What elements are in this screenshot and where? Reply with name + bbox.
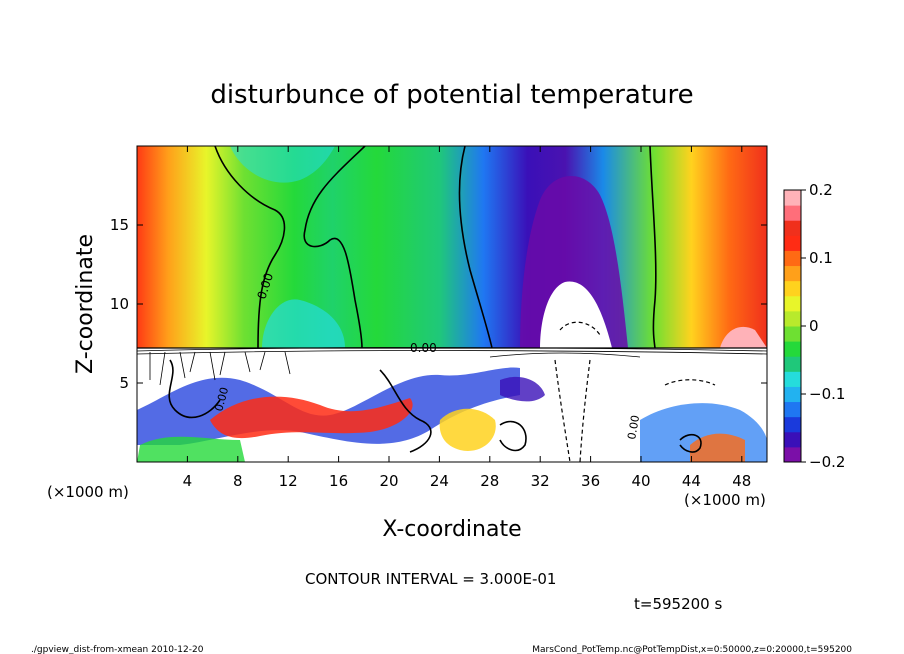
colorbar-segment bbox=[784, 280, 801, 297]
colorbar-tick-label: 0.1 bbox=[809, 249, 833, 267]
lower-green-band bbox=[137, 436, 245, 462]
colorbar-segment bbox=[784, 295, 801, 312]
footer-left: ./gpview_dist-from-xmean 2010-12-20 bbox=[31, 645, 204, 654]
x-tick-label: 48 bbox=[732, 472, 751, 490]
x-tick-label: 40 bbox=[631, 472, 650, 490]
colorbar-segment bbox=[784, 416, 801, 433]
z-unit-label: (×1000 m) bbox=[47, 483, 129, 501]
field-upper bbox=[137, 146, 767, 348]
colorbar-tick-label: 0.2 bbox=[809, 181, 833, 199]
z-axis-label: Z-coordinate bbox=[73, 234, 98, 374]
colorbar-segment bbox=[784, 250, 801, 267]
colorbar-segment bbox=[784, 401, 801, 418]
colorbar bbox=[783, 189, 802, 463]
x-tick-label: 44 bbox=[682, 472, 701, 490]
colorbar-segment bbox=[784, 265, 801, 282]
x-tick-label: 16 bbox=[329, 472, 348, 490]
colorbar-segment bbox=[784, 341, 801, 357]
colorbar-segment bbox=[784, 446, 801, 463]
plot-area: 0.00 0.00 0.00 0.00 bbox=[137, 146, 767, 462]
x-tick-label: 12 bbox=[279, 472, 298, 490]
contour-lines bbox=[137, 146, 767, 453]
z-tick-label: 10 bbox=[110, 295, 129, 313]
field-cyan-top bbox=[230, 146, 335, 183]
x-unit-label: (×1000 m) bbox=[684, 491, 766, 509]
colorbar-segment bbox=[784, 220, 801, 236]
colorbar-segment bbox=[784, 371, 801, 387]
colorbar-tick-label: 0 bbox=[809, 317, 819, 335]
field-cyan-tongue bbox=[262, 299, 345, 348]
x-tick-label: 8 bbox=[233, 472, 243, 490]
field-white-right bbox=[720, 326, 767, 348]
x-tick-label: 28 bbox=[480, 472, 499, 490]
colorbar-segment bbox=[784, 326, 801, 342]
x-tick-label: 36 bbox=[581, 472, 600, 490]
x-axis-label: X-coordinate bbox=[382, 517, 521, 542]
lower-mid-orange bbox=[439, 408, 496, 451]
contour-label: 0.00 bbox=[212, 386, 231, 413]
interface-contours bbox=[137, 347, 767, 386]
lower-purple-spot bbox=[500, 376, 545, 402]
time-text: t=595200 s bbox=[634, 595, 722, 613]
colorbar-segment bbox=[784, 190, 801, 206]
x-tick-label: 20 bbox=[379, 472, 398, 490]
colorbar-ticks: 0.2 0.1 0 −0.1 −0.2 bbox=[801, 181, 845, 471]
field-white-core bbox=[540, 281, 612, 348]
contour-label: 0.00 bbox=[625, 414, 642, 440]
colorbar-segment bbox=[784, 205, 801, 221]
z-tick-label: 5 bbox=[119, 374, 129, 392]
z-axis: 5 10 15 bbox=[110, 216, 767, 392]
x-tick-label: 4 bbox=[183, 472, 193, 490]
colorbar-segment bbox=[784, 356, 801, 372]
lower-red-band bbox=[210, 396, 413, 439]
colorbar-tick-label: −0.1 bbox=[809, 385, 845, 403]
colorbar-segment bbox=[784, 310, 801, 327]
colorbar-tick-label: −0.2 bbox=[809, 453, 845, 471]
x-tick-label: 32 bbox=[531, 472, 550, 490]
colorbar-segment bbox=[784, 386, 801, 403]
contour-interval-text: CONTOUR INTERVAL = 3.000E-01 bbox=[305, 570, 556, 588]
x-tick-label: 24 bbox=[430, 472, 449, 490]
z-tick-label: 15 bbox=[110, 216, 129, 234]
contour-lines-dashed bbox=[554, 321, 716, 462]
lower-right-red bbox=[690, 433, 745, 462]
x-axis: 4 8 12 16 20 24 28 32 36 40 44 48 bbox=[183, 146, 751, 490]
chart-title: disturbunce of potential temperature bbox=[210, 80, 693, 110]
footer-right: MarsCond_PotTemp.nc@PotTempDist,x=0:5000… bbox=[532, 645, 852, 654]
contour-label: 0.00 bbox=[410, 341, 437, 355]
colorbar-segment bbox=[784, 235, 801, 251]
colorbar-segment bbox=[784, 431, 801, 448]
